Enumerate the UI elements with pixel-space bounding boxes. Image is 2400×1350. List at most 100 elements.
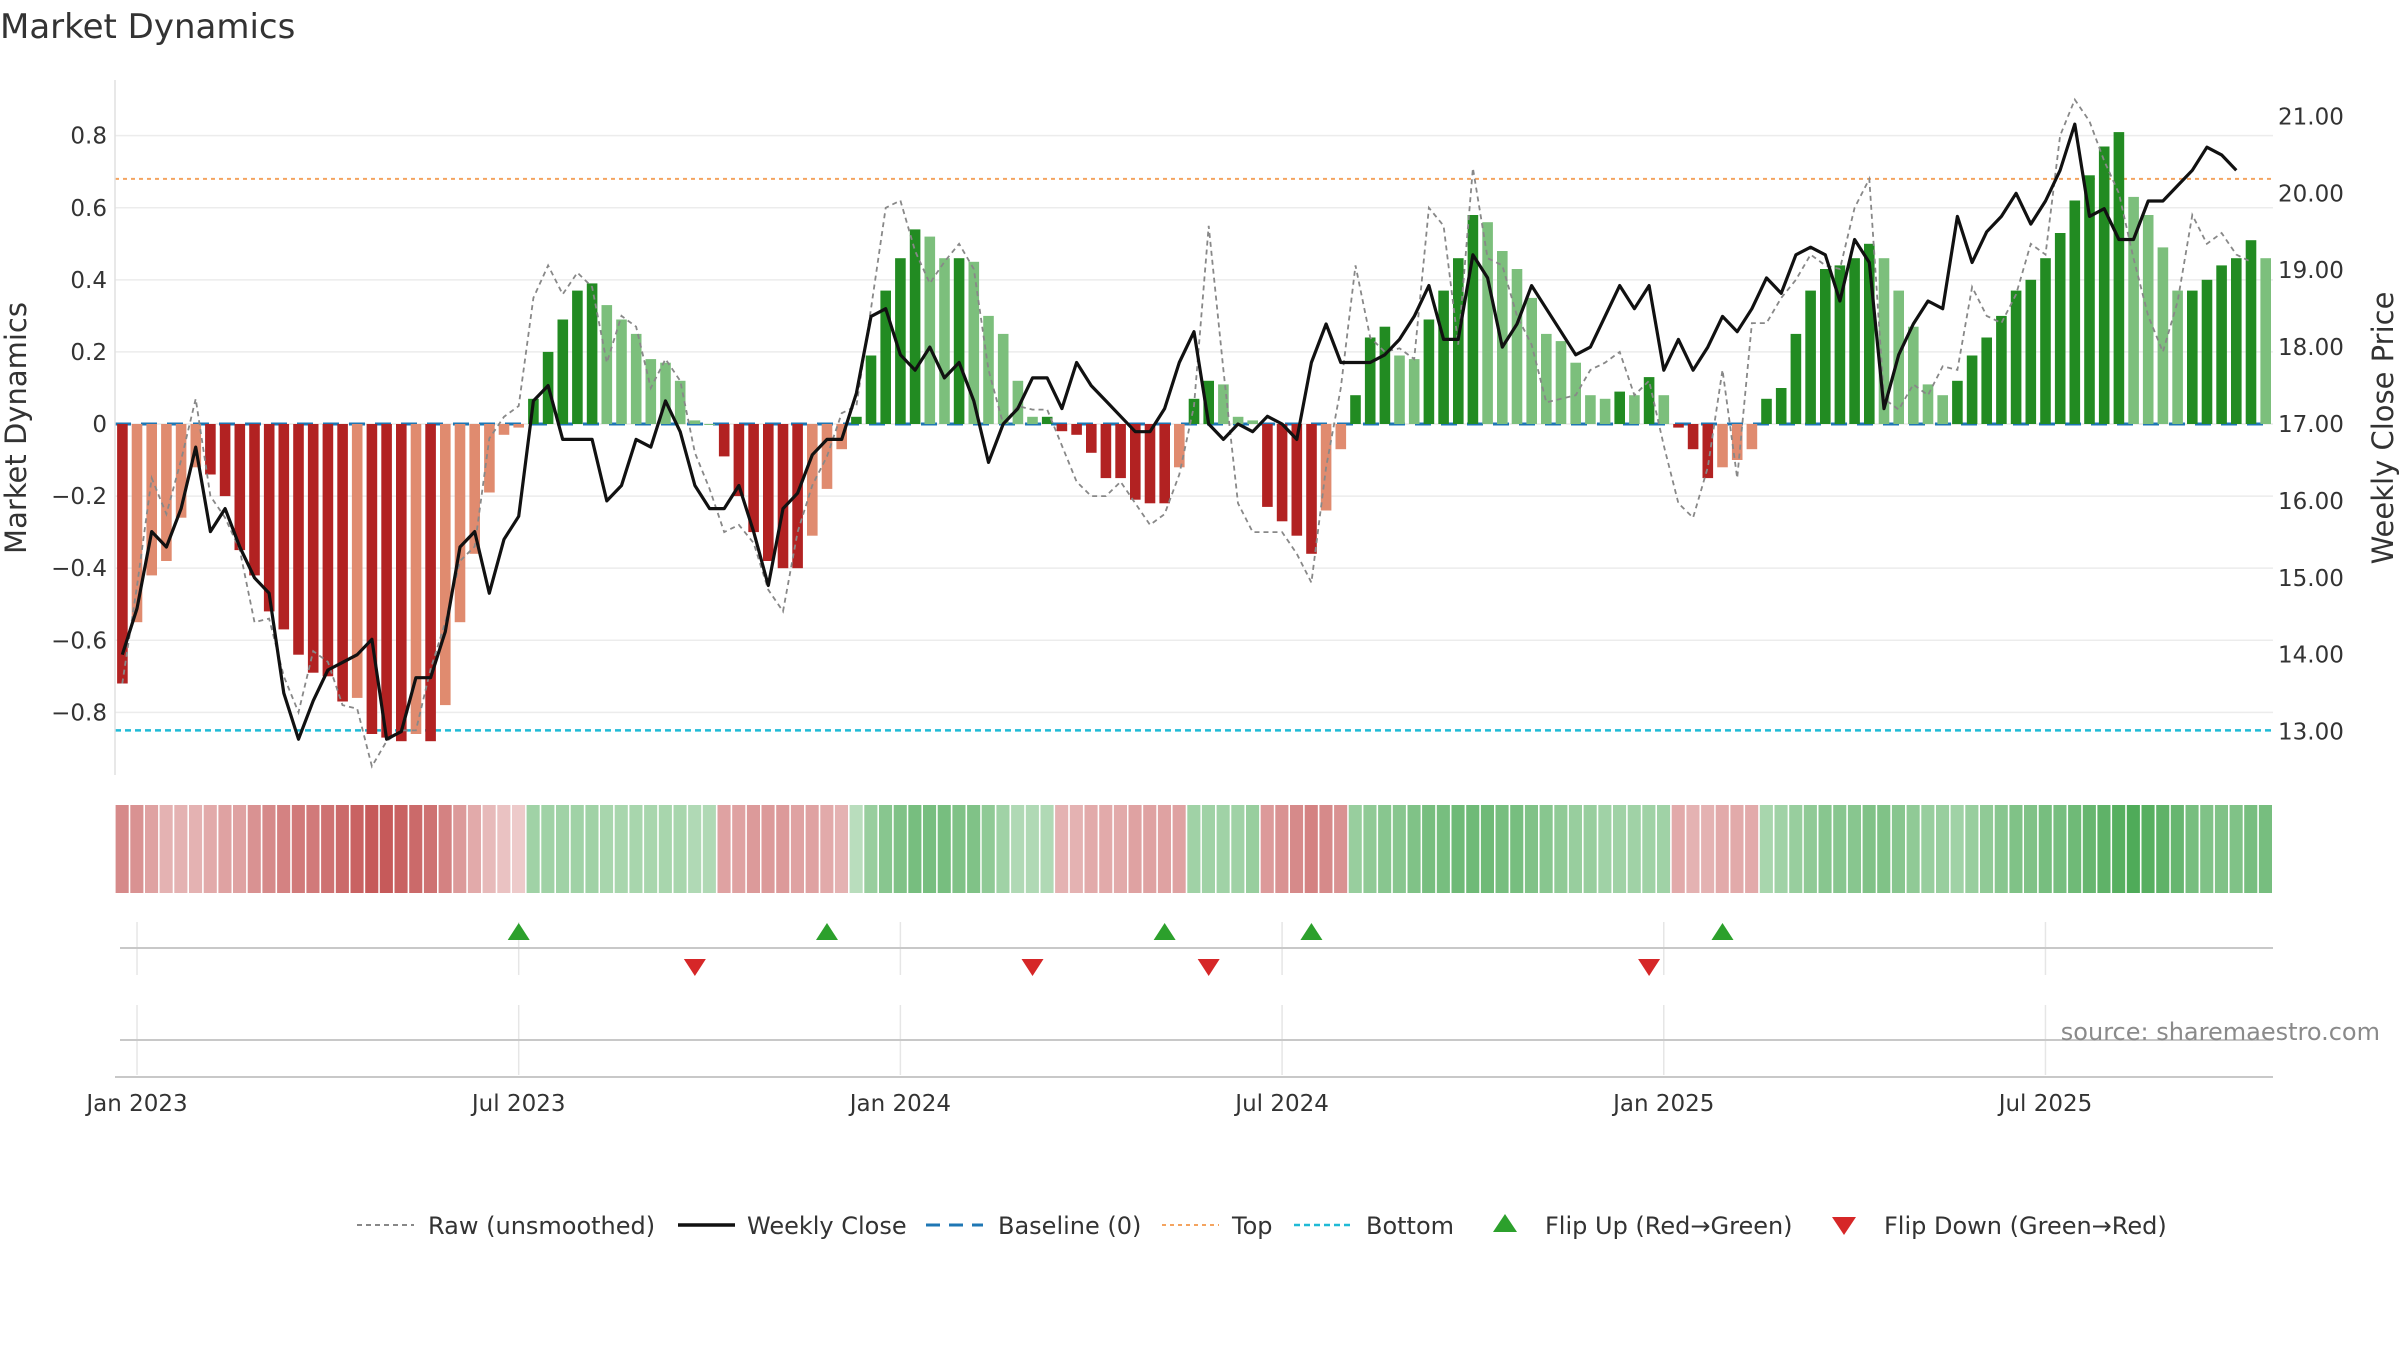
bar [704,424,715,425]
bar [1467,215,1479,424]
bar [1144,424,1156,504]
bar [645,359,657,424]
bar [2231,258,2242,424]
regime-cell [2185,805,2199,893]
regime-cell [2112,805,2126,893]
bar [1790,333,1802,424]
legend: Raw (unsmoothed) Weekly Close Baseline (0)… [357,1212,2167,1240]
bar [1335,424,1347,450]
weekly-close-line [120,122,2238,741]
regime-cell [2141,805,2155,893]
bar [1497,251,1508,424]
bar [2216,265,2227,424]
regime-cell [1980,805,1994,893]
regime-cell [864,805,878,893]
bar [2128,196,2139,424]
regime-cell [2082,805,2096,893]
bar [2010,290,2022,424]
bar [1908,326,1919,424]
regime-cell [1803,805,1817,893]
regime-cell [1187,805,1201,893]
bar [2172,290,2183,424]
bar [469,424,480,554]
regime-cell [1348,805,1362,893]
regime-cell [1480,805,1494,893]
regime-cell [1759,805,1773,893]
regime-cell [1143,805,1157,893]
bar [748,424,759,533]
regime-cell [2038,805,2052,893]
regime-cell [658,805,672,893]
bar [1364,337,1376,424]
regime-cell [1686,805,1700,893]
regime-cell [1568,805,1582,893]
bar [1864,243,1875,424]
regime-cell [1304,805,1318,893]
bar [557,319,569,424]
flip-up-marker [1153,923,1176,940]
regime-cell [1862,805,1876,893]
regime-cell [526,805,540,893]
bar [1086,424,1097,453]
legend-label: Bottom [1366,1212,1454,1240]
regime-cell [1319,805,1333,893]
bar [498,424,510,435]
regime-cell [512,805,526,893]
bar [2142,215,2154,424]
bar [219,424,231,497]
regime-cell [1290,805,1304,893]
bar [1218,384,1229,424]
bar [381,424,392,738]
regime-cell [1745,805,1759,893]
bar [1071,424,1082,435]
bar [1482,222,1493,424]
regime-cell [2170,805,2184,893]
legend-label: Baseline (0) [998,1212,1141,1240]
bar [2054,233,2066,424]
bar [1702,424,1714,479]
y-tick-label: −0.6 [51,628,107,654]
bar [1746,424,1758,450]
bar [1614,391,1625,424]
regime-cell [1730,805,1744,893]
bar [983,315,994,424]
legend-flipup-swatch [1493,1214,1517,1232]
regime-cell [1657,805,1671,893]
regime-cell [1246,805,1260,893]
y2-tick-label: 19.00 [2278,258,2344,284]
bar [851,416,862,424]
bar [1276,424,1288,522]
bar [1643,377,1655,424]
regime-cell [1642,805,1656,893]
regime-cell [1436,805,1450,893]
flip-up-marker [815,923,838,940]
raw-series-line [121,97,2252,769]
regime-cell [1025,805,1039,893]
regime-cell [1495,805,1509,893]
bar [2069,200,2081,424]
legend-label: Weekly Close [747,1212,907,1240]
x-tick-label: Jan 2023 [84,1091,187,1117]
regime-cell [1671,805,1685,893]
flip-up-marker [1300,923,1323,940]
regime-cell [1965,805,1979,893]
bar [1408,359,1420,424]
bar [968,261,980,424]
regime-cell [1701,805,1715,893]
regime-cell [1466,805,1480,893]
regime-cell [2053,805,2067,893]
regime-cell [467,805,481,893]
flip-down-marker [1638,959,1661,976]
bar [234,424,246,551]
bar [175,424,187,518]
regime-cell [893,805,907,893]
regime-cell [1936,805,1950,893]
regime-cell [335,805,349,893]
bar [1966,355,1978,424]
bar [1585,395,1596,424]
bar [293,424,304,655]
y-tick-label: 0.6 [70,196,107,222]
bar [1100,424,1112,479]
bar [1878,258,1890,424]
regime-cell [1451,805,1465,893]
